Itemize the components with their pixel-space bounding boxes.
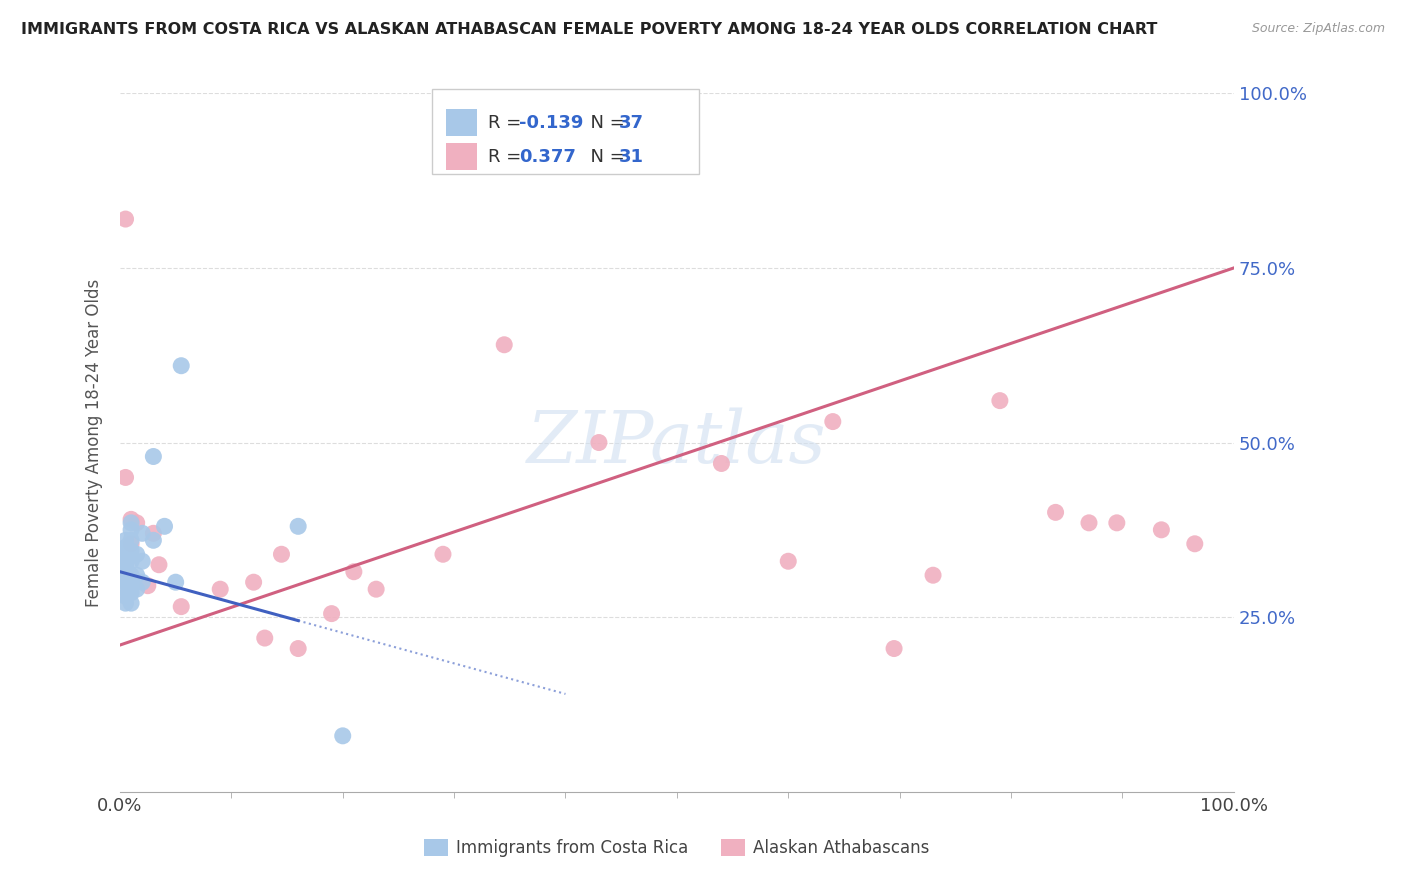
Point: [114, 533, 136, 548]
Point: [142, 526, 165, 541]
Point: [114, 554, 136, 568]
Legend: Immigrants from Costa Rica, Alaskan Athabascans: Immigrants from Costa Rica, Alaskan Atha…: [418, 832, 936, 863]
Point: [287, 519, 309, 533]
Point: [366, 582, 388, 597]
Point: [270, 547, 292, 561]
Point: [588, 435, 610, 450]
Point: [432, 547, 454, 561]
Point: [125, 582, 148, 597]
Y-axis label: Female Poverty Among 18-24 Year Olds: Female Poverty Among 18-24 Year Olds: [86, 278, 103, 607]
Point: [1045, 505, 1067, 519]
Point: [125, 516, 148, 530]
Point: [131, 554, 153, 568]
Point: [114, 565, 136, 579]
Point: [142, 533, 165, 548]
Point: [120, 543, 142, 558]
Point: [170, 599, 193, 614]
Point: [120, 512, 142, 526]
Point: [988, 393, 1011, 408]
Point: [209, 582, 232, 597]
Point: [114, 568, 136, 582]
Point: [125, 547, 148, 561]
Point: [114, 575, 136, 590]
Point: [120, 537, 142, 551]
Text: -0.139: -0.139: [519, 114, 583, 132]
Point: [778, 554, 800, 568]
Point: [922, 568, 945, 582]
Point: [131, 526, 153, 541]
Point: [120, 596, 142, 610]
Point: [343, 565, 366, 579]
Point: [114, 541, 136, 555]
Text: IMMIGRANTS FROM COSTA RICA VS ALASKAN ATHABASCAN FEMALE POVERTY AMONG 18-24 YEAR: IMMIGRANTS FROM COSTA RICA VS ALASKAN AT…: [21, 22, 1157, 37]
Point: [125, 568, 148, 582]
Point: [142, 450, 165, 464]
Point: [710, 457, 733, 471]
Point: [114, 582, 136, 597]
Point: [1184, 537, 1206, 551]
Point: [114, 596, 136, 610]
Point: [120, 516, 142, 530]
Point: [1105, 516, 1128, 530]
Text: N =: N =: [579, 148, 631, 166]
Text: 0.377: 0.377: [519, 148, 576, 166]
Point: [114, 572, 136, 586]
Point: [114, 547, 136, 561]
Text: ZIPatlas: ZIPatlas: [527, 408, 827, 478]
Point: [287, 641, 309, 656]
Point: [114, 558, 136, 572]
Point: [120, 554, 142, 568]
Point: [114, 550, 136, 565]
Text: 37: 37: [619, 114, 644, 132]
Point: [883, 641, 905, 656]
Point: [170, 359, 193, 373]
Point: [1150, 523, 1173, 537]
Text: Source: ZipAtlas.com: Source: ZipAtlas.com: [1251, 22, 1385, 36]
Text: R =: R =: [488, 148, 533, 166]
Point: [1078, 516, 1101, 530]
Point: [131, 575, 153, 590]
Point: [114, 589, 136, 603]
Point: [136, 579, 159, 593]
Text: R =: R =: [488, 114, 527, 132]
Point: [153, 519, 176, 533]
Point: [120, 585, 142, 599]
Point: [165, 575, 187, 590]
Point: [114, 470, 136, 484]
Point: [120, 533, 142, 548]
Point: [114, 212, 136, 227]
Point: [321, 607, 343, 621]
Point: [332, 729, 354, 743]
Point: [821, 415, 844, 429]
Text: N =: N =: [579, 114, 631, 132]
Point: [242, 575, 264, 590]
Point: [114, 543, 136, 558]
Point: [253, 631, 276, 645]
Text: 31: 31: [619, 148, 644, 166]
Point: [148, 558, 170, 572]
Point: [494, 338, 516, 352]
Point: [120, 575, 142, 590]
Point: [120, 523, 142, 537]
Point: [114, 561, 136, 575]
Point: [120, 568, 142, 582]
